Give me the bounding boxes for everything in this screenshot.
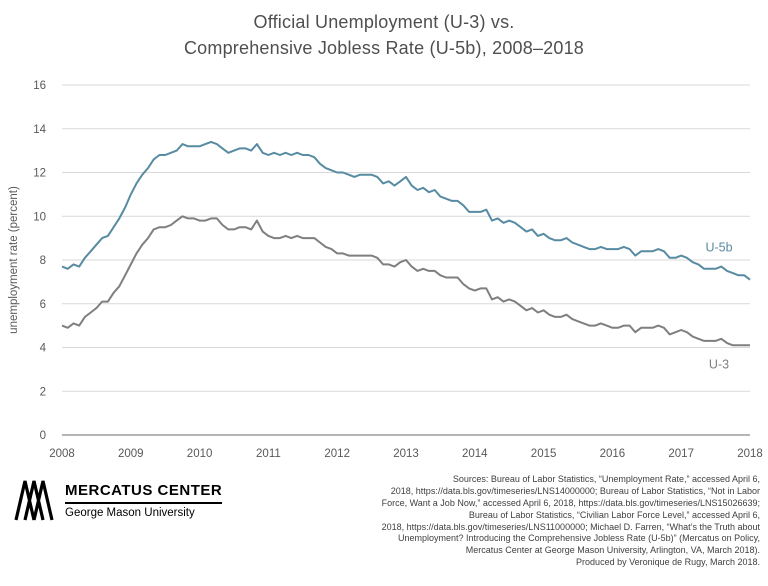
x-tick-label: 2017 <box>668 448 694 460</box>
u-3-line <box>61 215 750 347</box>
mercatus-logo-name: MERCATUS CENTER <box>65 482 223 504</box>
y-tick-label: 2 <box>40 386 46 398</box>
x-tick-label: 2014 <box>462 448 488 460</box>
y-tick-label: 12 <box>33 168 46 180</box>
chart-title: Official Unemployment (U-3) vs. Comprehe… <box>0 9 768 61</box>
x-tick-label: 2012 <box>324 448 350 460</box>
chart-title-line2: Comprehensive Jobless Rate (U-5b), 2008–… <box>183 38 585 59</box>
source-line: Sources: Bureau of Labor Statistics, “Un… <box>452 474 760 484</box>
x-tick-label: 2011 <box>256 448 281 460</box>
y-tick-label: 0 <box>40 430 46 442</box>
mercatus-logo-mark-icon <box>14 480 54 521</box>
u-5b-line <box>61 140 751 281</box>
source-line: Bureau of Labor Statistics, “Civilian La… <box>468 509 760 520</box>
mercatus-logo: MERCATUS CENTER George Mason University <box>14 478 223 522</box>
y-tick-label: 6 <box>40 299 46 311</box>
source-line: Unemployment? Introducing the Comprehens… <box>398 533 760 544</box>
x-tick-label: 2013 <box>393 448 419 460</box>
x-tick-label: 2008 <box>49 448 75 460</box>
y-tick-label: 4 <box>40 343 47 355</box>
source-citation: Sources: Bureau of Labor Statistics, “Un… <box>290 474 760 569</box>
u-3-label: U-3 <box>709 357 729 371</box>
footer: MERCATUS CENTER George Mason University … <box>0 470 768 586</box>
source-line: Force, Want a Job Now,” accessed April 6… <box>381 497 760 508</box>
y-axis-title: unemployment rate (percent) <box>8 186 20 334</box>
source-line: 2018, https://data.bls.gov/timeseries/LN… <box>390 485 760 496</box>
source-line: Mercatus Center at George Mason Universi… <box>465 545 760 556</box>
source-line: 2018, https://data.bls.gov/timeseries/LN… <box>381 521 760 532</box>
mercatus-logo-subtitle: George Mason University <box>65 506 195 519</box>
x-tick-label: 2009 <box>118 448 144 460</box>
x-tick-label: 2015 <box>531 448 557 460</box>
source-line: Produced by Veronique de Rugy, March 201… <box>576 557 760 568</box>
line-chart: 0 2 4 6 8 10 12 14 16 2008 2009 2010 2011 2012 2013 201… <box>8 80 763 460</box>
mercatus-logo-text: MERCATUS CENTER George Mason University <box>65 482 223 519</box>
y-tick-label: 14 <box>33 124 46 136</box>
u-5b-label: U-5b <box>705 241 732 255</box>
chart-title-line1: Official Unemployment (U-3) vs. <box>253 12 515 32</box>
y-tick-label: 10 <box>33 211 46 223</box>
y-tick-label: 8 <box>40 255 46 267</box>
x-tick-label: 2016 <box>600 448 626 460</box>
x-tick-label: 2018 <box>737 448 763 460</box>
x-tick-label: 2010 <box>187 448 213 460</box>
y-tick-label: 16 <box>33 80 46 92</box>
